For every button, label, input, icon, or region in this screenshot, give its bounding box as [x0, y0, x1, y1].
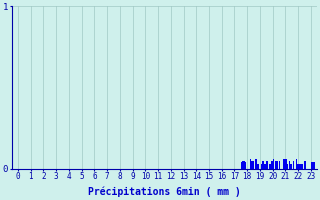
- Bar: [269, 164, 270, 169]
- Bar: [273, 159, 274, 169]
- Bar: [301, 164, 302, 169]
- Bar: [256, 159, 257, 169]
- Bar: [250, 159, 251, 169]
- Bar: [287, 164, 288, 169]
- Bar: [305, 161, 306, 169]
- Bar: [300, 164, 301, 169]
- Bar: [276, 161, 278, 169]
- Bar: [289, 161, 291, 169]
- Bar: [255, 159, 256, 169]
- Bar: [293, 161, 294, 169]
- Bar: [312, 162, 313, 169]
- Bar: [262, 161, 264, 169]
- Bar: [261, 164, 262, 169]
- X-axis label: Précipitations 6min ( mm ): Précipitations 6min ( mm ): [88, 187, 241, 197]
- Bar: [311, 162, 312, 169]
- Bar: [279, 161, 280, 169]
- Bar: [284, 159, 285, 169]
- Bar: [264, 164, 265, 169]
- Bar: [283, 159, 284, 169]
- Bar: [266, 161, 268, 169]
- Bar: [251, 161, 252, 169]
- Bar: [257, 164, 259, 169]
- Bar: [241, 162, 242, 169]
- Bar: [298, 164, 300, 169]
- Bar: [271, 161, 273, 169]
- Bar: [252, 161, 253, 169]
- Bar: [302, 164, 303, 169]
- Bar: [297, 164, 298, 169]
- Bar: [265, 164, 266, 169]
- Bar: [296, 159, 297, 169]
- Bar: [270, 164, 271, 169]
- Bar: [242, 161, 244, 169]
- Bar: [244, 161, 245, 169]
- Bar: [285, 159, 287, 169]
- Bar: [275, 161, 276, 169]
- Bar: [245, 162, 246, 169]
- Bar: [313, 162, 315, 169]
- Bar: [291, 164, 292, 169]
